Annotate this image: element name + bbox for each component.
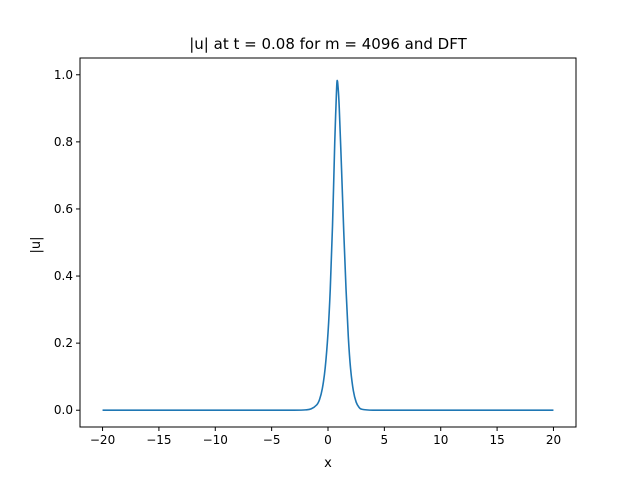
x-tick-label: 10 xyxy=(433,433,448,447)
y-tick-label: 0.2 xyxy=(54,336,73,350)
y-tick-label: 0.6 xyxy=(54,202,73,216)
x-tick-label: −10 xyxy=(203,433,228,447)
y-tick-label: 0.8 xyxy=(54,135,73,149)
y-tick-label: 1.0 xyxy=(54,68,73,82)
x-tick-label: 20 xyxy=(546,433,561,447)
x-tick-label: −5 xyxy=(263,433,281,447)
y-tick-label: 0.0 xyxy=(54,403,73,417)
x-tick-label: 0 xyxy=(324,433,332,447)
x-axis-label: x xyxy=(324,456,332,471)
y-tick-label: 0.4 xyxy=(54,269,73,283)
plot-frame xyxy=(79,57,577,428)
chart-title: |u| at t = 0.08 for m = 4096 and DFT xyxy=(189,35,467,53)
plot-area: −20 −15 −10 −5 0 5 10 15 20 0.0 0.2 0.4 0.6 0.8 1.0 xyxy=(54,57,577,447)
x-tick-label: −20 xyxy=(90,433,115,447)
x-tick-label: −15 xyxy=(146,433,171,447)
x-tick-label: 5 xyxy=(381,433,389,447)
y-axis-label: |u| xyxy=(29,237,44,254)
series-line-0 xyxy=(102,79,554,412)
x-tick-label: 15 xyxy=(489,433,504,447)
